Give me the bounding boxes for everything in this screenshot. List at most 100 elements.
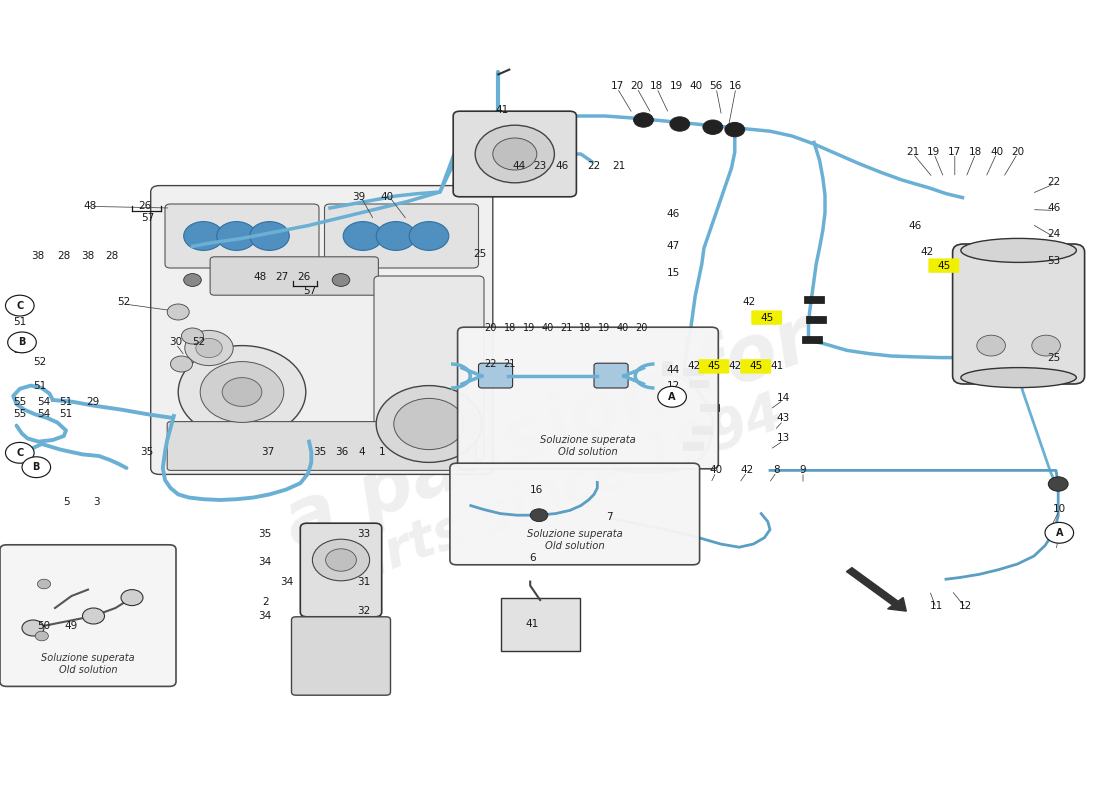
Text: 9: 9 (800, 466, 806, 475)
Circle shape (217, 222, 256, 250)
Circle shape (332, 274, 350, 286)
Text: 15: 15 (667, 268, 680, 278)
FancyBboxPatch shape (167, 422, 476, 470)
FancyBboxPatch shape (458, 327, 718, 469)
Text: 41: 41 (495, 106, 508, 115)
Text: 21: 21 (906, 147, 920, 157)
Circle shape (22, 620, 44, 636)
Text: 18: 18 (579, 323, 592, 333)
Text: 43: 43 (777, 414, 790, 423)
Text: 46: 46 (909, 221, 922, 230)
Text: 17: 17 (610, 81, 624, 90)
Text: 46: 46 (667, 210, 680, 219)
FancyBboxPatch shape (698, 359, 729, 374)
FancyBboxPatch shape (450, 463, 700, 565)
Text: 52: 52 (33, 357, 46, 366)
Circle shape (200, 362, 284, 422)
Text: 26: 26 (297, 272, 310, 282)
Text: 20: 20 (630, 81, 644, 90)
Text: 13: 13 (777, 434, 790, 443)
Text: 19: 19 (522, 323, 536, 333)
Text: B: B (33, 462, 40, 472)
Text: 29: 29 (86, 397, 99, 406)
Text: 28: 28 (106, 251, 119, 261)
Circle shape (703, 120, 723, 134)
Text: 20: 20 (484, 323, 497, 333)
Text: 8: 8 (773, 466, 780, 475)
Text: 34: 34 (280, 577, 294, 586)
Text: 26: 26 (139, 202, 152, 211)
Circle shape (326, 549, 356, 571)
Text: 46: 46 (556, 161, 569, 170)
Circle shape (530, 509, 548, 522)
Circle shape (376, 386, 482, 462)
Text: 52: 52 (118, 298, 131, 307)
Text: 38: 38 (81, 251, 95, 261)
Text: Soluzione superata: Soluzione superata (41, 653, 135, 662)
Circle shape (6, 442, 34, 463)
Text: 22: 22 (484, 359, 497, 369)
Text: 18: 18 (504, 323, 517, 333)
Text: 54: 54 (37, 409, 51, 418)
Text: 35: 35 (140, 447, 153, 457)
Circle shape (35, 631, 48, 641)
FancyBboxPatch shape (374, 276, 484, 460)
Text: 42: 42 (921, 247, 934, 257)
Text: 6: 6 (529, 554, 536, 563)
Circle shape (409, 222, 449, 250)
Text: 32: 32 (358, 606, 371, 616)
Text: 14: 14 (777, 394, 790, 403)
Bar (804, 296, 824, 303)
Text: 50: 50 (37, 621, 51, 630)
Ellipse shape (961, 238, 1077, 262)
Text: 23: 23 (534, 161, 547, 170)
Text: 42: 42 (742, 298, 756, 307)
FancyBboxPatch shape (953, 244, 1085, 384)
Text: 55: 55 (13, 397, 26, 406)
Text: B: B (19, 338, 25, 347)
Circle shape (1045, 522, 1074, 543)
Circle shape (222, 378, 262, 406)
Text: 10: 10 (1053, 504, 1066, 514)
Circle shape (178, 346, 306, 438)
Text: 40: 40 (616, 323, 629, 333)
Text: 19: 19 (597, 323, 611, 333)
Text: 2: 2 (262, 597, 268, 606)
Bar (689, 380, 708, 387)
Circle shape (182, 328, 204, 344)
Text: Soluzione superata: Soluzione superata (540, 435, 636, 445)
Circle shape (250, 222, 289, 250)
Circle shape (167, 304, 189, 320)
Text: 21: 21 (613, 161, 626, 170)
Bar (662, 361, 672, 375)
Text: 40: 40 (381, 192, 394, 202)
Circle shape (376, 222, 416, 250)
Text: 53: 53 (1047, 256, 1060, 266)
FancyBboxPatch shape (300, 523, 382, 617)
Circle shape (170, 356, 192, 372)
Text: 45: 45 (937, 261, 950, 270)
Text: 54: 54 (37, 397, 51, 406)
Text: 18: 18 (969, 147, 982, 157)
Text: Old solution: Old solution (544, 542, 605, 551)
Text: 11: 11 (930, 602, 943, 611)
Text: 30: 30 (169, 338, 183, 347)
FancyArrow shape (847, 568, 906, 611)
FancyBboxPatch shape (210, 257, 378, 295)
FancyBboxPatch shape (324, 204, 478, 268)
FancyBboxPatch shape (928, 258, 959, 273)
Text: 42: 42 (688, 362, 701, 371)
Bar (802, 336, 822, 343)
Text: 44: 44 (513, 161, 526, 170)
Text: 40: 40 (710, 466, 723, 475)
Bar (806, 316, 826, 323)
Text: 56: 56 (710, 81, 723, 90)
Text: a passion for: a passion for (275, 302, 825, 562)
FancyBboxPatch shape (594, 363, 628, 388)
Text: 28: 28 (57, 251, 70, 261)
Text: 55: 55 (13, 409, 26, 418)
Circle shape (475, 126, 554, 182)
Circle shape (8, 332, 36, 353)
Circle shape (658, 386, 686, 407)
Text: 18: 18 (650, 81, 663, 90)
